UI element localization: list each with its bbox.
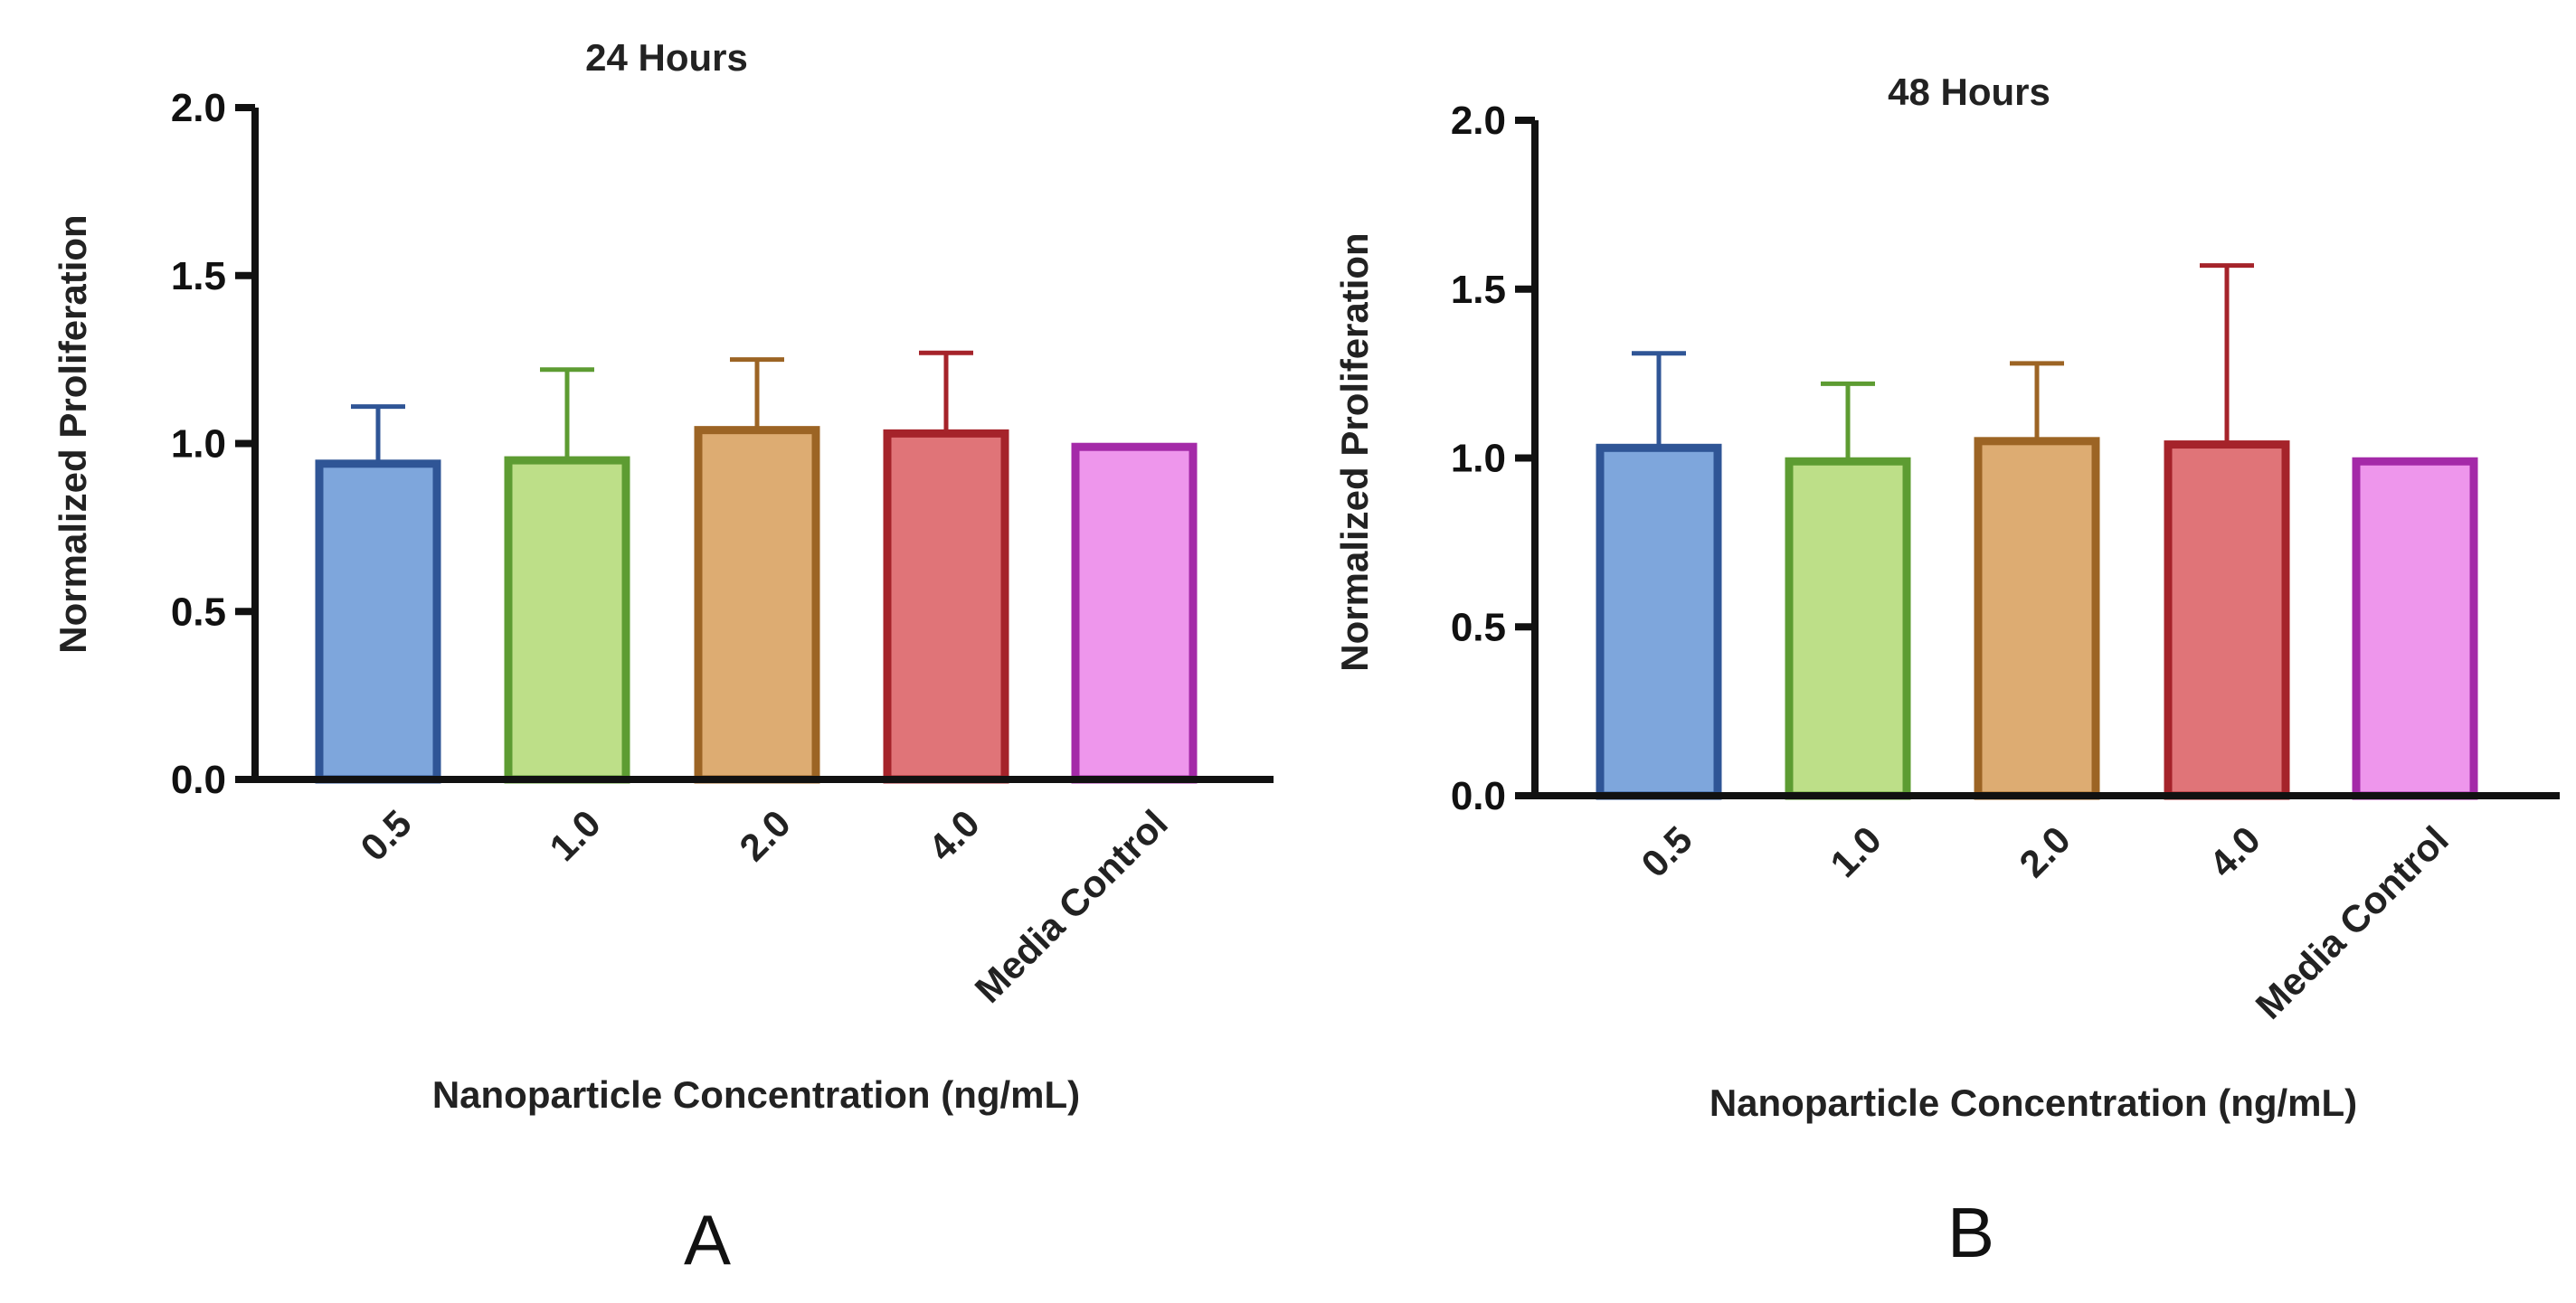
x-tick-label: 0.5 <box>1633 818 1700 886</box>
bar <box>1785 457 1911 800</box>
bars <box>1596 437 2478 800</box>
y-tick-label: 0.0 <box>1451 774 1506 818</box>
bar <box>2352 457 2478 800</box>
panel-letter: B <box>1947 1193 1994 1272</box>
x-axis-title: Nanoparticle Concentration (ng/mL) <box>432 1073 1080 1116</box>
y-tick-label: 1.0 <box>1451 437 1506 481</box>
y-tick-label: 0.5 <box>1451 605 1506 649</box>
bar <box>2164 440 2290 800</box>
x-tick-label: 2.0 <box>2011 818 2079 886</box>
axes <box>251 108 1274 783</box>
error-bars <box>351 350 973 464</box>
x-tick-label: Media Control <box>2248 818 2457 1027</box>
chart-title: 48 Hours <box>1888 71 2050 113</box>
y-tick-label: 1.5 <box>171 254 226 298</box>
bar <box>504 456 630 784</box>
bar <box>694 426 820 784</box>
bar <box>883 429 1009 784</box>
x-tick-label: 1.0 <box>1822 818 1889 886</box>
axes <box>1531 120 2560 799</box>
panel-letter: A <box>684 1200 731 1279</box>
chart-panel-a: 24 Hours Normalized Proliferation Nanopa… <box>52 36 1274 1279</box>
bar <box>1974 437 2100 800</box>
x-tick-label: 1.0 <box>541 802 609 870</box>
bar <box>315 459 441 784</box>
y-tick-label: 0.0 <box>171 758 226 802</box>
chart-title: 24 Hours <box>585 36 748 79</box>
bar <box>1596 443 1722 800</box>
y-tick-label: 2.0 <box>171 86 226 130</box>
y-axis-title: Normalized Proliferation <box>52 214 94 653</box>
error-bars <box>1632 263 2254 462</box>
x-tick-label: 4.0 <box>2201 818 2268 886</box>
y-tick-label: 1.0 <box>171 422 226 467</box>
x-tick-label: 4.0 <box>920 802 988 870</box>
x-tick-label: 2.0 <box>731 802 799 870</box>
x-axis-title: Nanoparticle Concentration (ng/mL) <box>1709 1081 2357 1124</box>
y-ticks: 0.0 0.5 1.0 1.5 2.0 <box>171 86 255 802</box>
chart-panel-b: 48 Hours Normalized Proliferation Nanopa… <box>1333 71 2560 1272</box>
x-tick-label: 0.5 <box>352 802 420 870</box>
y-axis-title: Normalized Proliferation <box>1333 232 1376 671</box>
y-tick-label: 0.5 <box>171 590 226 634</box>
bar <box>1071 442 1198 784</box>
y-tick-label: 2.0 <box>1451 99 1506 143</box>
bars <box>315 426 1198 784</box>
y-ticks: 0.0 0.5 1.0 1.5 2.0 <box>1451 99 1535 818</box>
x-tick-label: Media Control <box>967 802 1176 1011</box>
y-tick-label: 1.5 <box>1451 268 1506 312</box>
